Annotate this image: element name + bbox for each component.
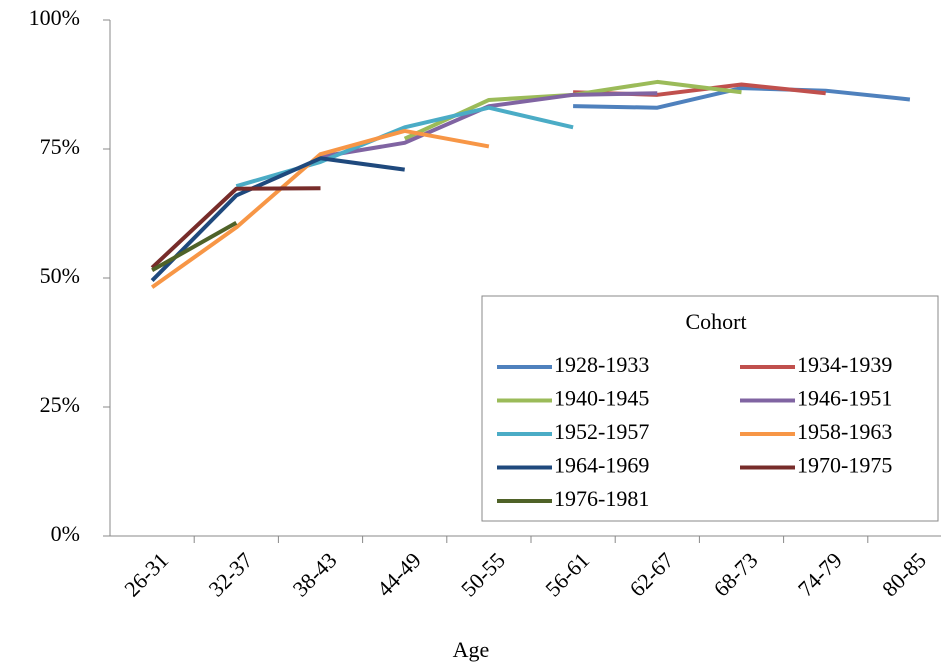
x-tick-label: 26-31	[119, 547, 173, 601]
legend-label: 1964-1969	[554, 453, 649, 478]
x-axis-title: Age	[453, 637, 490, 662]
series-line	[151, 221, 238, 273]
x-tick-label: 74-79	[793, 547, 847, 601]
x-tick-label: 62-67	[624, 547, 678, 601]
legend-label: 1970-1975	[797, 453, 892, 478]
y-tick-label: 100%	[29, 5, 80, 30]
y-tick-label: 25%	[40, 392, 80, 417]
series-line	[573, 86, 911, 110]
legend-label: 1946-1951	[797, 386, 892, 411]
legend-label: 1934-1939	[797, 352, 892, 377]
x-tick-label: 50-55	[456, 547, 510, 601]
x-tick-label: 44-49	[372, 547, 426, 601]
y-tick-label: 50%	[40, 263, 80, 288]
series-line	[150, 128, 490, 289]
legend-title: Cohort	[685, 309, 746, 334]
y-tick-label: 0%	[51, 521, 80, 546]
legend-label: 1976-1981	[554, 486, 649, 511]
x-tick-label: 38-43	[288, 547, 342, 601]
legend-label: 1952-1957	[554, 419, 649, 444]
series-line	[150, 186, 321, 270]
legend-label: 1958-1963	[797, 419, 892, 444]
legend-box	[481, 295, 939, 522]
x-tick-label: 56-61	[540, 547, 594, 601]
series-line	[150, 156, 405, 282]
x-tick-label: 32-37	[203, 547, 257, 601]
legend-label: 1928-1933	[554, 352, 649, 377]
x-tick-label: 80-85	[877, 547, 931, 601]
series-line	[320, 91, 658, 159]
y-tick-label: 75%	[40, 134, 80, 159]
legend-label: 1940-1945	[554, 386, 649, 411]
x-tick-label: 68-73	[709, 547, 763, 601]
